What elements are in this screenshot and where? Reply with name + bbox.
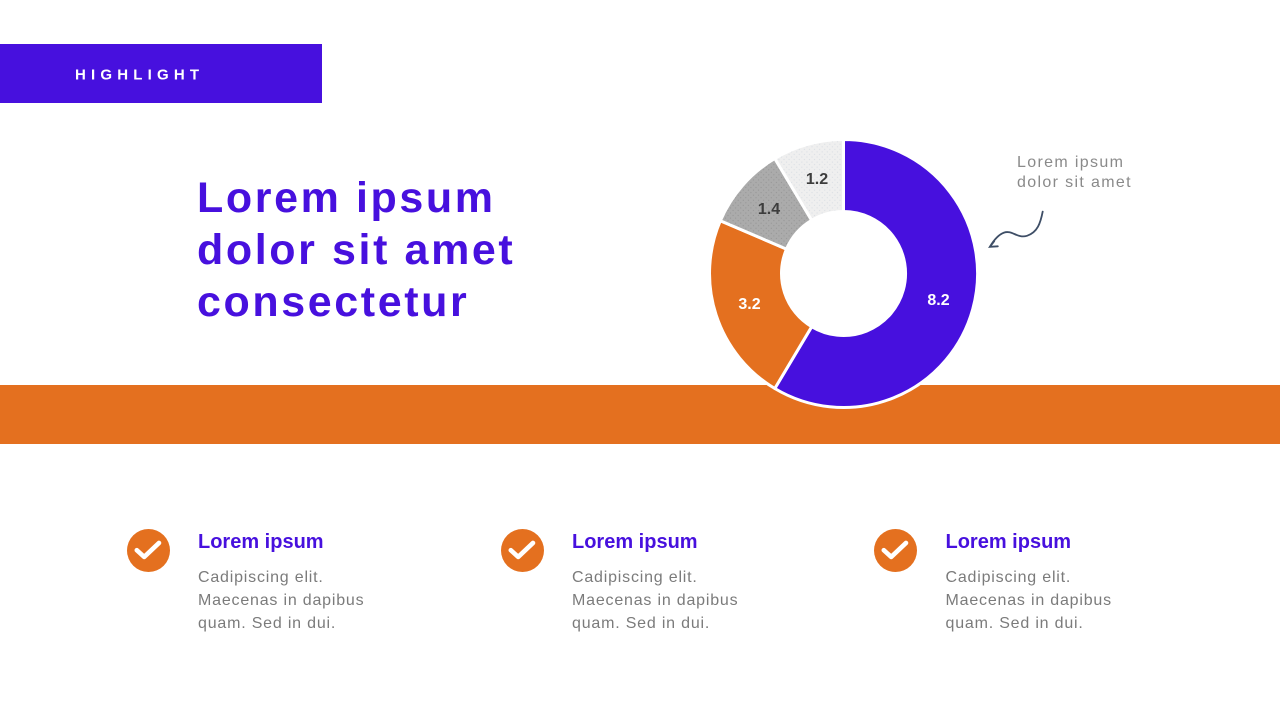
svg-text:3.2: 3.2 bbox=[738, 296, 760, 313]
svg-text:1.4: 1.4 bbox=[758, 201, 780, 218]
svg-text:8.2: 8.2 bbox=[927, 292, 949, 309]
svg-text:1.2: 1.2 bbox=[806, 171, 828, 188]
